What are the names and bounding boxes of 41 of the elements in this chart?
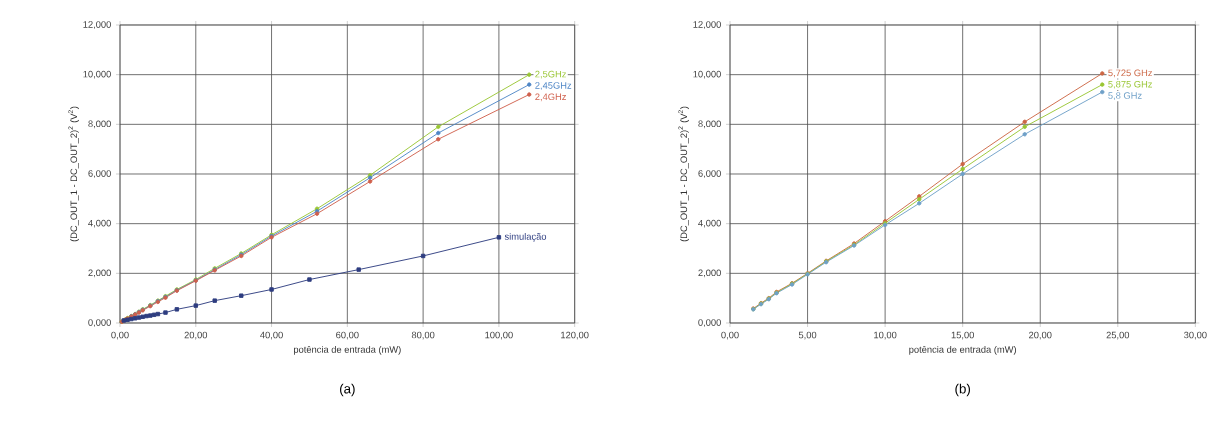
x-axis-title: potência de entrada (mW) [293,345,401,355]
y-tick-label: 8,000 [698,120,721,129]
x-tick-label: 10,00 [874,331,897,340]
series-label: 2,5GHz [535,70,566,79]
series-label: 5,725 GHz [1108,69,1153,78]
y-axis-title: (DC_OUT_1 - DC_OUT_2)$^{2}$ (V$^{2}$) [678,106,689,242]
text: (a) [340,383,355,397]
y-tick-label: 4,000 [88,219,111,228]
y-tick-label: 0,000 [88,319,111,327]
x-tick-label: 25,00 [1106,331,1130,340]
y-tick-label: 6,000 [698,170,721,178]
x-tick-label: 20,00 [184,331,208,340]
series-label: simulação [504,232,547,242]
y-tick-label: 12,000 [83,21,111,29]
y-tick-label: 0,000 [698,319,721,327]
y-tick-label: 12,000 [693,21,721,29]
x-tick-label: 20,00 [1029,331,1052,340]
y-tick-label: 2,000 [698,269,721,278]
series-label: 5,875 GHz [1108,80,1153,89]
x-tick-label: 0,00 [721,331,739,340]
series-label: 2,4GHz [535,93,566,102]
y-tick-label: 6,000 [88,170,111,178]
x-tick-label: 0,00 [111,331,129,340]
x-tick-label: 80,00 [411,331,435,340]
x-axis-title: potência de entrada (mW) [909,345,1017,355]
series-label: 2,45GHz [535,82,572,90]
y-tick-label: 10,000 [83,70,111,79]
x-tick-label: 100,00 [485,331,513,340]
y-tick-label: 2,000 [88,269,111,278]
x-tick-label: 60,00 [336,331,359,340]
y-tick-label: 4,000 [698,219,721,228]
y-axis-title: (DC_OUT_1 - DC_OUT_2)$^{2}$ (V$^{2}$) [68,106,79,242]
y-tick-label: 8,000 [88,120,111,129]
x-tick-label: 30,00 [1184,331,1207,340]
x-tick-label: 120,00 [561,331,589,340]
x-tick-label: 5,00 [798,331,817,340]
text: (b) [955,383,970,397]
x-tick-label: 15,00 [951,331,974,340]
x-tick-label: 40,00 [260,331,283,340]
y-tick-label: 10,000 [693,70,721,79]
series-label: 5,8 GHz [1108,92,1142,100]
